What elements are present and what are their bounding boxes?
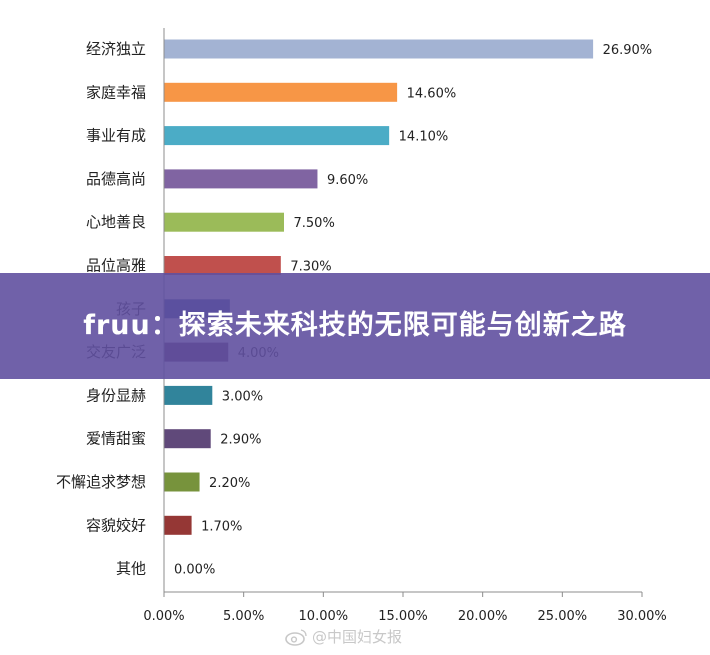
category-label: 经济独立 (86, 40, 146, 58)
bar (164, 256, 281, 275)
banner-title: fruu：探索未来科技的无限可能与创新之路 (83, 310, 627, 341)
bar (164, 385, 213, 405)
value-label: 0.00% (174, 563, 215, 578)
x-tick-label: 0.00% (143, 609, 184, 624)
value-label: 26.90% (603, 43, 653, 58)
bar (164, 515, 192, 535)
watermark: @中国妇女报 (284, 626, 402, 647)
value-label: 2.20% (209, 476, 250, 491)
bar (164, 39, 594, 59)
value-label: 3.00% (222, 389, 263, 404)
category-label: 容貌姣好 (86, 516, 146, 534)
category-label: 其他 (116, 560, 146, 578)
value-label: 7.50% (294, 216, 335, 231)
title-banner: fruu：探索未来科技的无限可能与创新之路 (0, 273, 710, 379)
value-label: 1.70% (201, 519, 242, 534)
category-label: 事业有成 (86, 127, 146, 145)
bar (164, 212, 284, 232)
bar (164, 472, 200, 492)
x-tick-label: 30.00% (617, 609, 667, 624)
value-labels: 26.90%14.60%14.10%9.60%7.50%7.30%4.00%3.… (174, 43, 652, 578)
x-tick-label: 5.00% (223, 609, 264, 624)
category-label: 家庭幸福 (86, 83, 146, 101)
bar (164, 429, 211, 449)
category-label: 身份显赫 (86, 386, 146, 404)
x-tick-label: 10.00% (299, 609, 349, 624)
x-tick-label: 15.00% (378, 609, 428, 624)
category-label: 品位高雅 (86, 257, 146, 275)
value-label: 14.10% (399, 130, 449, 145)
value-label: 9.60% (327, 173, 368, 188)
weibo-icon (285, 628, 307, 646)
x-tick-labels: 0.00% 5.00% 10.00% 15.00% 20.00% 25.00% 30.00% (143, 592, 667, 624)
watermark-text: @中国妇女报 (312, 628, 403, 646)
value-label: 14.60% (407, 86, 457, 101)
category-label: 心地善良 (86, 213, 146, 231)
category-label: 品德高尚 (86, 170, 146, 188)
bar (164, 126, 390, 146)
category-label: 爱情甜蜜 (86, 430, 146, 448)
value-label: 7.30% (290, 260, 331, 275)
value-label: 2.90% (220, 433, 261, 448)
category-label: 不懈追求梦想 (56, 473, 146, 491)
bar (164, 82, 398, 102)
bar (164, 169, 318, 189)
x-tick-label: 20.00% (458, 609, 508, 624)
x-tick-label: 25.00% (538, 609, 588, 624)
